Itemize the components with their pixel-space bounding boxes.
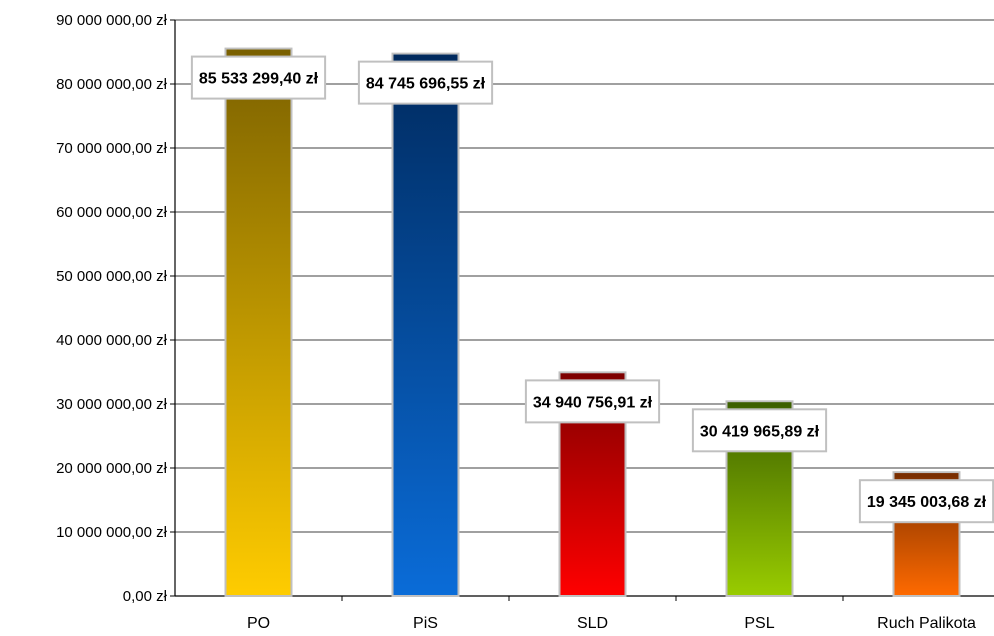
y-tick-label: 30 000 000,00 zł: [56, 396, 168, 413]
category-label: PO: [247, 615, 270, 632]
y-tick-label: 10 000 000,00 zł: [56, 524, 168, 541]
data-label-box: [691, 408, 828, 453]
bar-cap: [727, 402, 792, 407]
bar-cap: [894, 473, 959, 478]
data-label: 19 345 003,68 zł: [867, 494, 987, 511]
category-label: SLD: [577, 615, 608, 632]
y-tick-labels: 0,00 zł 10 000 000,00 zł 20 000 000,00 zł 3…: [56, 12, 168, 605]
data-label: 30 419 965,89 zł: [700, 423, 820, 440]
data-label-box: [858, 479, 994, 524]
y-tick-label: 60 000 000,00 zł: [56, 204, 168, 221]
category-label: PiS: [413, 615, 438, 632]
y-tick-label: 0,00 zł: [123, 588, 168, 605]
category-labels: PO PiS SLD PSL Ruch Palikota: [247, 615, 976, 632]
y-tick-label: 40 000 000,00 zł: [56, 332, 168, 349]
y-tick-label: 90 000 000,00 zł: [56, 12, 168, 29]
y-tick-label: 80 000 000,00 zł: [56, 76, 168, 93]
bar-po: [224, 47, 293, 597]
bar-cap: [560, 373, 625, 378]
category-label: PSL: [744, 615, 774, 632]
data-labels: 85 533 299,40 zł 84 745 696,55 zł 34 940 7…: [190, 55, 994, 524]
data-label-box: [357, 60, 494, 105]
bar-cap: [226, 49, 291, 54]
data-label-box: [524, 379, 661, 424]
bar-cap: [393, 54, 458, 59]
bars: [224, 47, 961, 598]
y-tick-label: 70 000 000,00 zł: [56, 140, 168, 157]
y-tick-label: 50 000 000,00 zł: [56, 268, 168, 285]
bar-pis: [391, 52, 460, 597]
category-label: Ruch Palikota: [877, 615, 976, 632]
y-tick-label: 20 000 000,00 zł: [56, 460, 168, 477]
gridlines: [175, 19, 994, 533]
data-label: 84 745 696,55 zł: [366, 76, 486, 93]
data-label-box: [190, 55, 327, 100]
data-label: 34 940 756,91 zł: [533, 394, 653, 411]
data-label: 85 533 299,40 zł: [199, 71, 319, 88]
